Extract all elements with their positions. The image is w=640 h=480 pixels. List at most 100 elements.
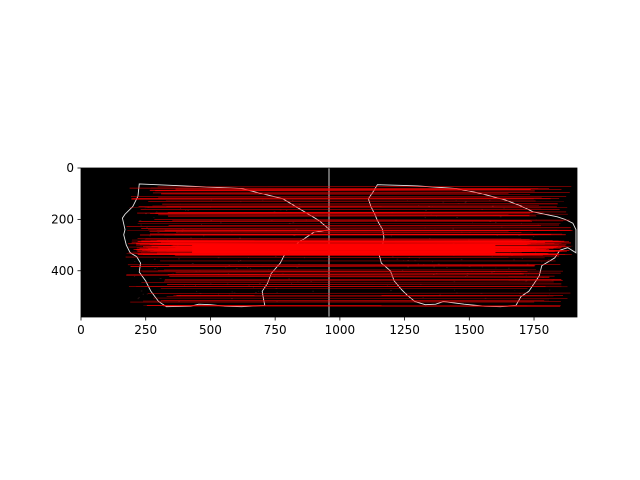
texture-speck <box>428 205 430 207</box>
texture-speck <box>166 239 169 240</box>
texture-speck <box>468 266 471 267</box>
texture-speck <box>298 206 300 208</box>
texture-speck <box>137 298 140 300</box>
texture-speck <box>226 283 229 285</box>
match-line <box>165 200 564 202</box>
texture-speck <box>172 273 174 274</box>
texture-speck <box>145 213 147 215</box>
texture-speck <box>210 220 212 221</box>
texture-speck <box>292 200 294 201</box>
texture-speck <box>239 260 242 261</box>
texture-speck <box>177 258 180 260</box>
match-line <box>157 270 564 272</box>
texture-speck <box>185 210 187 211</box>
texture-speck <box>494 222 497 223</box>
x-tick-label: 750 <box>264 323 287 337</box>
match-line <box>125 256 545 259</box>
texture-speck <box>154 259 156 260</box>
texture-speck <box>227 273 230 275</box>
texture-speck <box>298 204 301 205</box>
match-line <box>159 230 573 232</box>
texture-speck <box>491 256 493 257</box>
texture-speck <box>549 289 551 291</box>
texture-speck <box>134 261 136 262</box>
texture-speck <box>511 201 514 203</box>
texture-speck <box>460 259 463 261</box>
match-line <box>152 205 539 207</box>
texture-speck <box>140 290 143 292</box>
texture-speck <box>156 267 158 268</box>
texture-speck <box>390 235 392 237</box>
match-line <box>151 187 539 189</box>
texture-speck <box>228 265 231 266</box>
texture-speck <box>496 235 498 236</box>
texture-speck <box>514 290 516 292</box>
match-line <box>161 300 561 302</box>
match-line <box>166 295 554 297</box>
texture-speck <box>291 282 293 284</box>
texture-speck <box>513 259 515 261</box>
texture-speck <box>490 271 493 273</box>
texture-speck <box>210 206 211 208</box>
texture-speck <box>439 294 442 296</box>
texture-speck <box>417 263 419 265</box>
texture-speck <box>134 276 136 277</box>
texture-speck <box>140 224 143 226</box>
texture-speck <box>218 293 220 295</box>
texture-speck <box>273 211 276 213</box>
texture-speck <box>191 263 194 264</box>
texture-speck <box>144 207 147 209</box>
texture-speck <box>279 209 282 211</box>
texture-speck <box>228 293 230 295</box>
texture-speck <box>493 271 495 273</box>
texture-speck <box>225 267 227 268</box>
texture-speck <box>296 267 299 268</box>
texture-speck <box>391 212 393 213</box>
match-line <box>141 281 554 284</box>
texture-speck <box>255 292 257 294</box>
x-tick-label: 1500 <box>454 323 485 337</box>
texture-speck <box>391 256 394 258</box>
texture-speck <box>501 226 503 228</box>
texture-speck <box>407 260 409 261</box>
texture-speck <box>508 267 510 269</box>
texture-speck <box>194 285 196 286</box>
texture-speck <box>239 237 241 239</box>
texture-speck <box>146 227 148 228</box>
texture-speck <box>142 293 144 295</box>
texture-speck <box>407 266 409 268</box>
texture-speck <box>481 209 483 211</box>
texture-speck <box>210 199 212 201</box>
texture-speck <box>424 217 427 219</box>
texture-speck <box>452 228 455 230</box>
texture-speck <box>248 285 250 287</box>
texture-speck <box>525 281 527 282</box>
texture-speck <box>433 274 435 276</box>
texture-speck <box>489 221 492 222</box>
y-tick-label: 400 <box>51 264 74 278</box>
texture-speck <box>138 297 140 299</box>
texture-speck <box>466 274 469 276</box>
texture-speck <box>180 208 181 209</box>
texture-speck <box>253 286 254 288</box>
match-line <box>137 238 533 240</box>
texture-speck <box>465 276 467 277</box>
y-tick-label: 200 <box>51 213 74 227</box>
texture-speck <box>153 217 155 218</box>
texture-speck <box>489 200 491 201</box>
match-line <box>130 265 535 267</box>
texture-speck <box>231 298 233 300</box>
texture-speck <box>259 283 261 284</box>
texture-speck <box>274 275 275 277</box>
x-tick-label: 250 <box>134 323 157 337</box>
y-tick-label: 0 <box>66 161 74 175</box>
texture-speck <box>464 202 467 203</box>
texture-speck <box>535 252 537 253</box>
texture-speck <box>518 235 521 236</box>
texture-speck <box>292 222 295 223</box>
texture-speck <box>532 236 535 237</box>
match-line <box>129 253 566 255</box>
texture-speck <box>139 220 142 221</box>
texture-speck <box>521 258 524 259</box>
texture-speck <box>220 222 222 224</box>
